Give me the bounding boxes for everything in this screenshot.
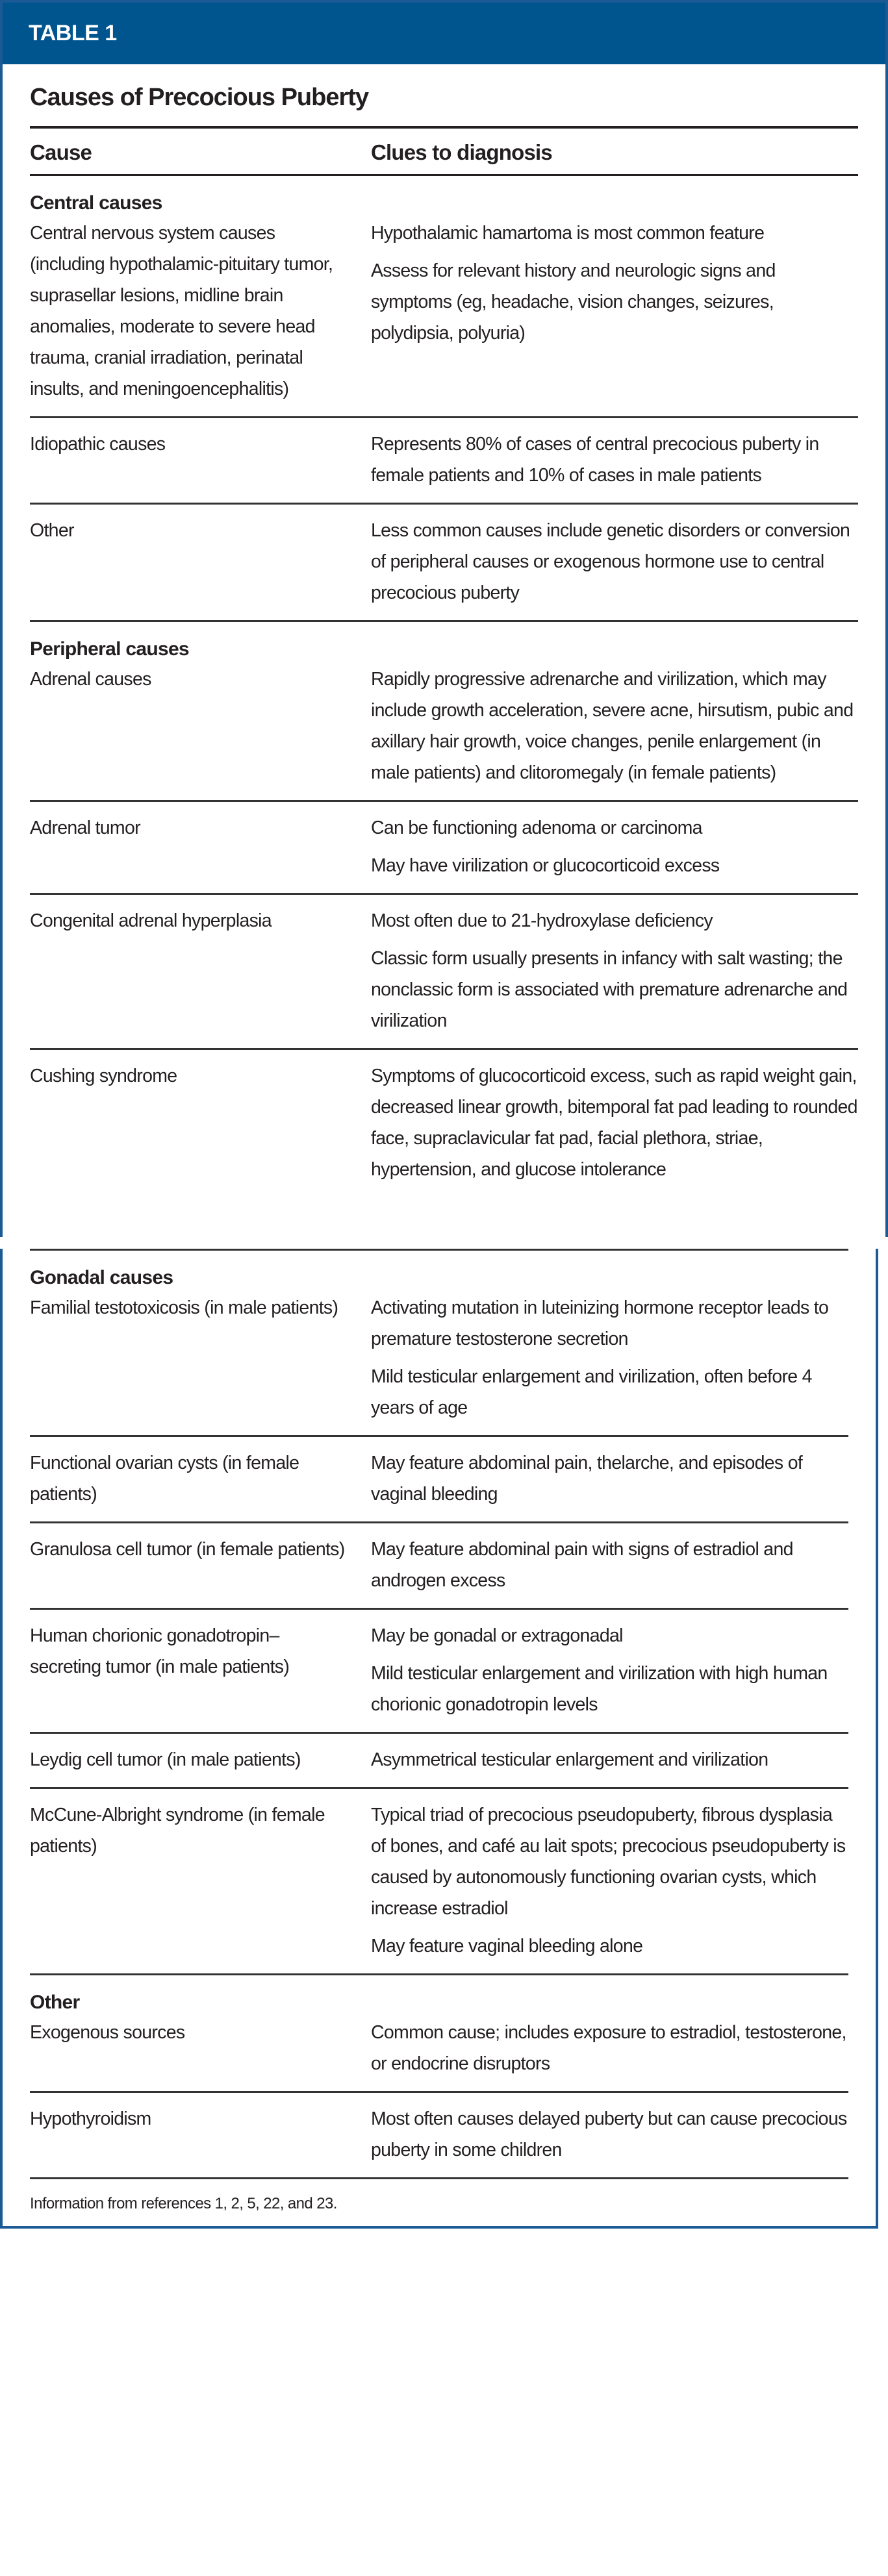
clues-cell: Symptoms of glucocorticoid excess, such …: [371, 1060, 858, 1185]
clue-text: Typical triad of precocious pseudopubert…: [371, 1805, 846, 1919]
table-label: TABLE 1: [29, 21, 117, 45]
clues-cell: Represents 80% of cases of central preco…: [371, 429, 858, 491]
clue-text: May be gonadal or extragonadal: [371, 1625, 623, 1646]
section-heading: Other: [30, 1992, 80, 2013]
clues-cell: May be gonadal or extragonadal Mild testi…: [371, 1620, 848, 1720]
column-header-cause: Cause: [30, 140, 92, 164]
cause-cell: Hypothyroidism: [30, 2108, 151, 2129]
table-row: Adrenal tumor Can be functioning adenoma …: [30, 802, 858, 895]
cause-cell: Idiopathic causes: [30, 434, 166, 455]
clue-text: Symptoms of glucocorticoid excess, such …: [371, 1066, 857, 1180]
cause-cell: Exogenous sources: [30, 2022, 185, 2043]
clues-cell: Most often causes delayed puberty but ca…: [371, 2103, 848, 2166]
clues-cell: Common cause; includes exposure to estra…: [371, 2017, 848, 2079]
clue-text: Less common causes include genetic disor…: [371, 520, 850, 603]
clues-cell: Typical triad of precocious pseudopubert…: [371, 1799, 848, 1962]
clue-text: Represents 80% of cases of central preco…: [371, 434, 819, 486]
table-row: Hypothyroidism Most often causes delayed …: [30, 2093, 848, 2179]
clues-cell: Hypothalamic hamartoma is most common fe…: [371, 218, 858, 405]
clues-cell: Less common causes include genetic disor…: [371, 515, 858, 608]
table-row: Leydig cell tumor (in male patients) Asym…: [30, 1734, 848, 1789]
clue-text: May feature abdominal pain, thelarche, a…: [371, 1453, 803, 1505]
cause-cell: Leydig cell tumor (in male patients): [30, 1749, 301, 1770]
clue-text: May feature abdominal pain with signs of…: [371, 1539, 793, 1591]
table-row: Idiopathic causes Represents 80% of cases…: [30, 418, 858, 505]
clue-text: Rapidly progressive adrenarche and viril…: [371, 669, 854, 783]
clue-text: May feature vaginal bleeding alone: [371, 1936, 643, 1957]
divider: [30, 1249, 848, 1251]
table-row: Congenital adrenal hyperplasia Most often…: [30, 895, 858, 1050]
table-label-band: TABLE 1: [3, 3, 885, 64]
clue-text: Assess for relevant history and neurolog…: [371, 260, 776, 344]
table-row: Familial testotoxicosis (in male patient…: [30, 1292, 848, 1437]
clue-text: May have virilization or glucocorticoid …: [371, 855, 720, 876]
table-row: McCune-Albright syndrome (in female pati…: [30, 1789, 848, 1975]
clue-text: Hypothalamic hamartoma is most common fe…: [371, 223, 765, 244]
table-row: Human chorionic gonadotropin–secreting t…: [30, 1610, 848, 1734]
table-row: Functional ovarian cysts (in female pati…: [30, 1437, 848, 1523]
cause-cell: Other: [30, 520, 74, 541]
table-row: Adrenal causes Rapidly progressive adrena…: [30, 664, 858, 802]
table-row: Other Less common causes include genetic …: [30, 505, 858, 622]
section-heading: Gonadal causes: [30, 1267, 173, 1288]
clue-text: Most often due to 21-hydroxylase deficie…: [371, 910, 713, 931]
table-row: Cushing syndrome Symptoms of glucocortico…: [30, 1050, 858, 1237]
clue-text: Activating mutation in luteinizing hormo…: [371, 1297, 829, 1349]
clue-text: Mild testicular enlargement and viriliza…: [371, 1366, 812, 1418]
clues-cell: May feature abdominal pain with signs of…: [371, 1534, 848, 1596]
clue-text: Most often causes delayed puberty but ca…: [371, 2108, 847, 2160]
clue-text: Asymmetrical testicular enlargement and …: [371, 1749, 768, 1770]
cause-cell: Familial testotoxicosis (in male patient…: [30, 1297, 338, 1318]
cause-cell: Cushing syndrome: [30, 1066, 177, 1086]
clue-text: Can be functioning adenoma or carcinoma: [371, 818, 702, 838]
cause-cell: Adrenal causes: [30, 669, 151, 690]
clue-text: Common cause; includes exposure to estra…: [371, 2022, 846, 2074]
table-header: Cause Clues to diagnosis: [30, 129, 858, 176]
footnote: Information from references 1, 2, 5, 22,…: [30, 2195, 337, 2212]
clues-cell: Most often due to 21-hydroxylase deficie…: [371, 905, 858, 1036]
cause-cell: Granulosa cell tumor (in female patients…: [30, 1539, 345, 1560]
clue-text: Classic form usually presents in infancy…: [371, 948, 848, 1031]
cause-cell: Central nervous system causes (including…: [30, 223, 333, 399]
clues-cell: Rapidly progressive adrenarche and viril…: [371, 664, 858, 788]
clue-text: Mild testicular enlargement and viriliza…: [371, 1663, 828, 1715]
section-heading: Central causes: [30, 192, 162, 214]
table-row: Exogenous sources Common cause; includes …: [30, 2017, 848, 2093]
clues-cell: Activating mutation in luteinizing hormo…: [371, 1292, 848, 1423]
clues-cell: Can be functioning adenoma or carcinoma M…: [371, 812, 858, 881]
cause-cell: Adrenal tumor: [30, 818, 141, 838]
table-title: Causes of Precocious Puberty: [30, 64, 858, 129]
section-heading: Peripheral causes: [30, 638, 190, 660]
table-part-1: TABLE 1 Causes of Precocious Puberty Cau…: [0, 0, 888, 1237]
cause-cell: Human chorionic gonadotropin–secreting t…: [30, 1625, 290, 1677]
clues-cell: May feature abdominal pain, thelarche, a…: [371, 1447, 848, 1510]
clues-cell: Asymmetrical testicular enlargement and …: [371, 1744, 848, 1775]
table-row: Central nervous system causes (including…: [30, 218, 858, 418]
column-header-clues: Clues to diagnosis: [371, 140, 553, 164]
table-part-2: Gonadal causes Familial testotoxicosis (i…: [0, 1249, 878, 2229]
cause-cell: McCune-Albright syndrome (in female pati…: [30, 1805, 325, 1857]
table-row: Granulosa cell tumor (in female patients…: [30, 1523, 848, 1610]
cause-cell: Congenital adrenal hyperplasia: [30, 910, 272, 931]
cause-cell: Functional ovarian cysts (in female pati…: [30, 1453, 299, 1505]
